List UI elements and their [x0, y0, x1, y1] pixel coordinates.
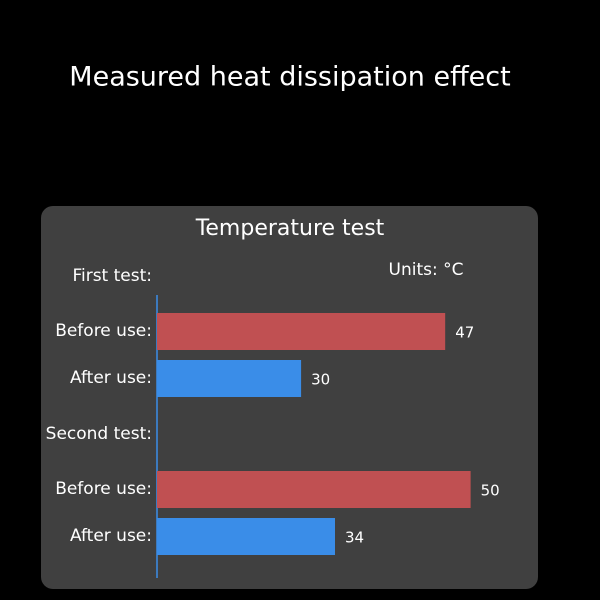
value-label: 34 — [345, 529, 364, 547]
category-label: After use: — [70, 526, 152, 546]
value-label: 50 — [481, 482, 500, 500]
category-label: Before use: — [55, 479, 152, 499]
group-label: Second test: — [46, 424, 152, 444]
heading: Measured heat dissipation effect — [69, 62, 510, 93]
value-label: 47 — [455, 324, 474, 342]
units-label: Units: °C — [389, 260, 464, 280]
chart-title: Temperature test — [195, 216, 385, 241]
group-label: First test: — [72, 266, 152, 286]
bar — [157, 518, 335, 555]
category-label: Before use: — [55, 321, 152, 341]
bar — [157, 471, 471, 508]
bar — [157, 360, 302, 397]
value-label: 30 — [311, 371, 330, 389]
bar — [157, 313, 446, 350]
category-label: After use: — [70, 368, 152, 388]
